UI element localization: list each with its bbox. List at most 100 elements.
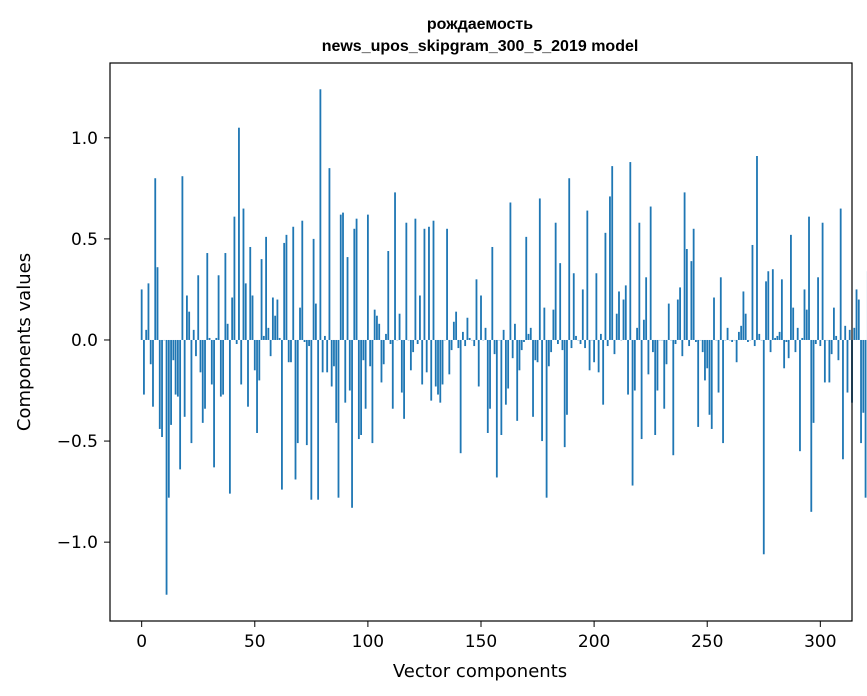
bar-28 xyxy=(204,339,206,409)
bar-91 xyxy=(346,257,349,340)
bar-293 xyxy=(803,289,806,340)
bar-277 xyxy=(767,271,770,340)
bars xyxy=(140,89,867,595)
bar-310 xyxy=(842,339,844,460)
bar-275 xyxy=(762,339,765,555)
bar-244 xyxy=(692,228,695,340)
bar-164 xyxy=(511,339,514,359)
bar-176 xyxy=(538,198,541,340)
bar-50 xyxy=(253,339,256,371)
bar-180 xyxy=(547,339,550,367)
bar-281 xyxy=(776,335,779,340)
bar-213 xyxy=(622,299,625,340)
bar-25 xyxy=(197,275,200,340)
bar-171 xyxy=(527,333,530,340)
bar-55 xyxy=(265,236,267,340)
bar-22 xyxy=(190,339,193,444)
bar-283 xyxy=(780,279,783,340)
bar-47 xyxy=(247,339,249,407)
bar-125 xyxy=(423,228,426,340)
bar-80 xyxy=(321,339,324,373)
bar-3 xyxy=(147,283,150,340)
bar-54 xyxy=(262,335,265,340)
bar-227 xyxy=(654,339,657,435)
bar-37 xyxy=(224,253,227,340)
bar-239 xyxy=(681,339,684,357)
bar-122 xyxy=(416,339,419,345)
bar-238 xyxy=(679,287,681,340)
bar-222 xyxy=(642,319,645,340)
bar-304 xyxy=(828,339,831,383)
bar-182 xyxy=(552,309,555,340)
bar-170 xyxy=(525,236,528,340)
bar-101 xyxy=(369,339,372,367)
bar-259 xyxy=(726,327,729,340)
bar-165 xyxy=(514,323,516,340)
bar-61 xyxy=(278,337,281,340)
bar-282 xyxy=(778,331,781,340)
bar-142 xyxy=(462,331,464,340)
bar-23 xyxy=(192,329,195,340)
bar-261 xyxy=(731,339,734,342)
bar-18 xyxy=(181,176,184,340)
y-tick-label: 1.0 xyxy=(71,129,98,149)
bar-14 xyxy=(172,339,175,361)
bar-103 xyxy=(373,309,376,340)
bar-127 xyxy=(428,226,430,340)
bar-11 xyxy=(165,339,168,595)
bar-194 xyxy=(579,339,582,345)
bar-284 xyxy=(783,339,786,369)
bar-130 xyxy=(434,339,437,387)
bar-218 xyxy=(633,339,636,391)
bar-16 xyxy=(176,339,179,397)
bar-104 xyxy=(376,315,378,340)
bar-231 xyxy=(663,339,666,409)
bar-93 xyxy=(351,339,353,508)
bar-204 xyxy=(602,339,605,405)
bar-311 xyxy=(844,325,847,340)
bar-8 xyxy=(158,339,161,429)
bar-137 xyxy=(450,339,453,351)
bar-219 xyxy=(636,327,638,340)
bar-250 xyxy=(706,339,709,369)
bar-220 xyxy=(638,222,641,340)
bar-58 xyxy=(271,297,274,340)
bar-286 xyxy=(787,339,790,359)
bar-154 xyxy=(489,339,491,409)
bar-43 xyxy=(238,127,240,340)
bar-307 xyxy=(835,335,838,340)
x-tick-label: 50 xyxy=(244,632,266,652)
bar-316 xyxy=(855,289,858,340)
bar-309 xyxy=(839,208,842,340)
bar-76 xyxy=(312,238,315,340)
bar-112 xyxy=(394,192,396,340)
bar-210 xyxy=(615,313,618,340)
bar-235 xyxy=(672,339,675,456)
bar-51 xyxy=(256,339,258,433)
bar-233 xyxy=(667,303,670,340)
bar-298 xyxy=(814,339,817,345)
bar-126 xyxy=(425,339,428,373)
bar-145 xyxy=(468,337,471,340)
bar-155 xyxy=(491,246,494,340)
bar-79 xyxy=(319,89,322,340)
bar-242 xyxy=(688,339,691,347)
bar-308 xyxy=(837,339,840,361)
bar-271 xyxy=(753,339,756,347)
bar-124 xyxy=(421,339,424,385)
bar-177 xyxy=(541,339,543,442)
bar-209 xyxy=(613,339,616,355)
bar-256 xyxy=(719,277,722,340)
bar-32 xyxy=(213,339,215,468)
bar-202 xyxy=(597,339,600,373)
bar-139 xyxy=(455,311,458,340)
bar-73 xyxy=(305,339,308,446)
bar-185 xyxy=(559,263,562,340)
bar-299 xyxy=(817,277,819,340)
bar-140 xyxy=(457,339,460,349)
bar-257 xyxy=(722,339,724,444)
bar-223 xyxy=(645,277,648,340)
bar-69 xyxy=(296,339,299,444)
bar-42 xyxy=(235,339,238,345)
bar-205 xyxy=(604,232,607,340)
